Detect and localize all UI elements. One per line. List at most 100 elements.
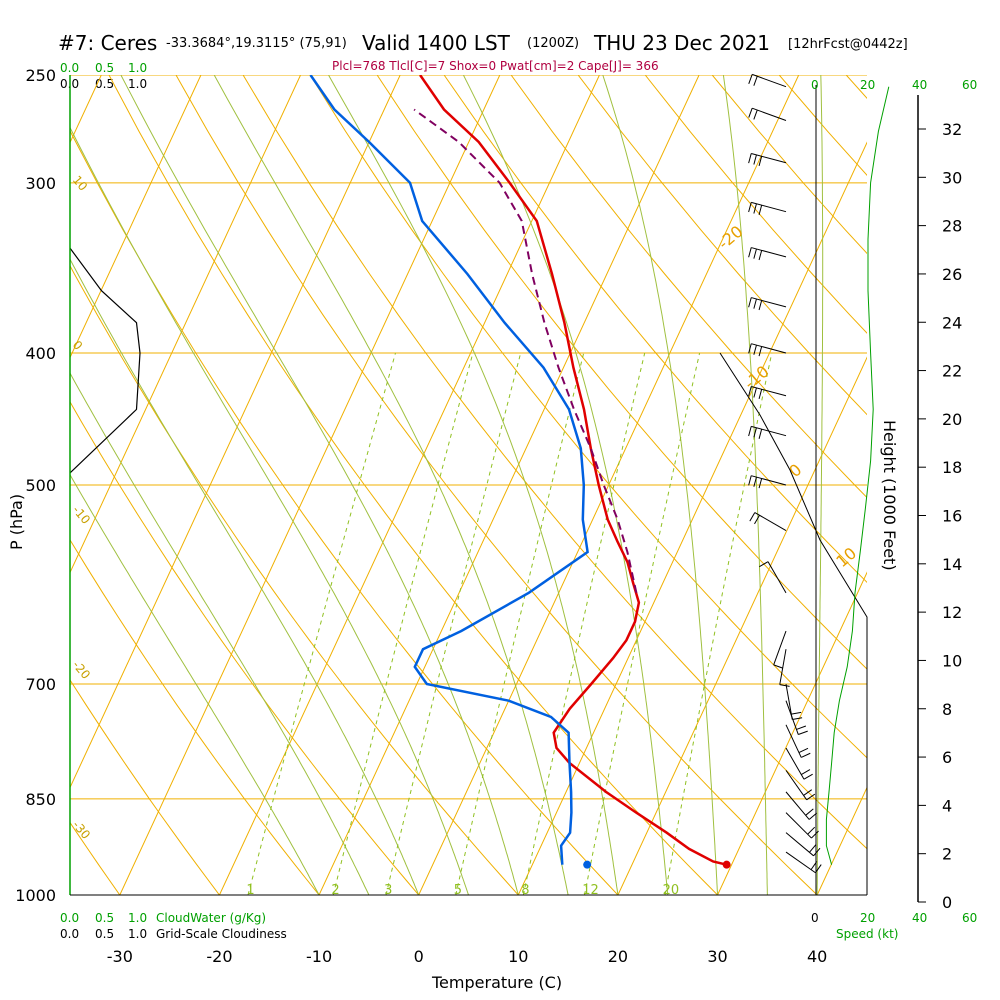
wind-barb-flag (758, 478, 763, 489)
isotherm-line (517, 141, 867, 895)
wind-barb-flag (758, 300, 763, 311)
temperature-tick-label: 10 (508, 947, 528, 966)
station-location: -33.3684°,19.3115° (75,91) (166, 36, 347, 51)
height-tick-label: 18 (942, 458, 962, 477)
wind-barb-staff (751, 475, 787, 486)
speed-tick-top: 60 (962, 78, 977, 92)
wind-barb-flag (813, 847, 821, 857)
isotherm-line (418, 75, 800, 895)
height-tick-label: 30 (942, 168, 962, 187)
temperature-tick-label: 0 (414, 947, 424, 966)
dry-adiabat-line (0, 75, 20, 895)
top-cloudwater-tick: 0.0 (60, 61, 79, 75)
speed-tick-top: 20 (860, 78, 875, 92)
wind-barb-staff (754, 512, 787, 531)
mixing-ratio-line (455, 352, 585, 895)
height-tick-label: 8 (942, 700, 952, 719)
wind-barb-staff (785, 812, 812, 839)
forecast-info: [12hrFcst@0442z] (788, 37, 908, 52)
top-cloudwater-tick: 1.0 (128, 61, 147, 75)
moist-adiabat-line (70, 372, 370, 895)
mixing-ratio-line (664, 352, 773, 895)
pressure-tick-label: 400 (25, 344, 56, 363)
dry-adiabat-line (309, 75, 867, 759)
wind-barb-flag (810, 861, 818, 870)
wind-barb-flag (753, 427, 757, 438)
wind-barb-flag (753, 298, 757, 309)
plot-frame (69, 75, 867, 896)
isotherm-line (70, 75, 202, 359)
bottom-cloudwater-tick: 1.0 (128, 911, 147, 925)
dry-adiabat-line (376, 75, 867, 670)
top-cloudiness-tick: 0.5 (95, 77, 114, 91)
wind-barb-staff (751, 201, 787, 213)
wind-barb-flag (796, 725, 807, 730)
wind-barb-staff (785, 747, 805, 780)
moist-adiabat-line (816, 75, 824, 895)
speed-scale-top: 0 20 40 60 (811, 78, 977, 92)
wind-barb-flag (805, 808, 814, 816)
pressure-tick-label: 700 (25, 675, 56, 694)
mixing-ratio-label: 8 (521, 883, 529, 898)
isotherm-line (0, 75, 2, 895)
wind-barb-staff (785, 791, 810, 820)
wind-barb-staff (785, 832, 814, 857)
wind-barb-flag (748, 247, 752, 258)
bottom-cloudiness-tick: 1.0 (128, 927, 147, 941)
moist-adiabat-line (462, 75, 669, 895)
wind-barb-staff (751, 247, 787, 258)
dry-adiabat-line (175, 75, 818, 895)
top-cloudiness-scale: 0.0 0.5 1.0 (60, 77, 147, 91)
cloud-profile-line (70, 247, 141, 474)
y-axis-label: P (hPa) (7, 494, 26, 550)
wind-barb-flag (801, 769, 811, 775)
bottom-cloudwater-tick: 0.0 (60, 911, 79, 925)
speed-tick-top: 40 (912, 78, 927, 92)
top-cloudiness-tick: 1.0 (128, 77, 147, 91)
wind-barb-staff (752, 73, 787, 88)
wind-barb-flag (758, 389, 763, 400)
speed-tick-top: 0 (811, 78, 819, 92)
wind-barb-flag (758, 346, 763, 357)
height-tick-label: 10 (942, 651, 962, 670)
wind-barb-flag (758, 250, 763, 261)
wind-barb-staff (751, 297, 787, 308)
temperature-line (419, 75, 727, 866)
isotherm-label: -10 (70, 503, 93, 527)
pressure-tick-label: 500 (25, 476, 56, 495)
temperature-tick-label: 20 (608, 947, 628, 966)
wind-barb-staff (751, 343, 787, 354)
mixing-ratio-line (385, 352, 522, 895)
mixing-ratio-label: 20 (663, 883, 680, 898)
speed-scale: 0 20 40 60 Speed (kt) (811, 911, 977, 941)
wind-barb-flag (806, 793, 816, 801)
bottom-cloudiness-scale: 0.0 0.5 1.0 Grid-Scale Cloudiness (60, 927, 287, 941)
wind-speed-line (825, 86, 890, 865)
wind-barb-staff (779, 649, 787, 685)
wind-barb-flag (748, 297, 752, 308)
mixing-ratio-label: 5 (454, 883, 462, 898)
speed-tick: 0 (811, 911, 819, 925)
surface-temperature-dot (722, 860, 731, 869)
pressure-tick-label: 250 (25, 66, 56, 85)
wind-barb-staff (751, 425, 787, 437)
wind-barb-flag (749, 512, 756, 522)
height-tick-label: 16 (942, 507, 962, 526)
wind-barb-flag (753, 344, 757, 355)
dry-adiabat-line (70, 129, 619, 895)
dry-adiabat-line (845, 75, 867, 100)
wind-barb-staff (751, 152, 787, 164)
surface-dewpoint-dot (583, 860, 592, 869)
mixing-ratio-label: 2 (331, 883, 339, 898)
wind-barb-flag (748, 426, 752, 437)
wind-barb-flag (748, 343, 752, 354)
height-tick-label: 20 (942, 410, 962, 429)
bottom-cloudiness-tick: 0.0 (60, 927, 79, 941)
isotherm-line (70, 75, 401, 789)
wind-barb-flag (748, 108, 753, 118)
dry-adiabat-line (70, 538, 320, 895)
wind-barb-flag (753, 203, 757, 214)
dry-adiabat-line (242, 75, 867, 850)
height-tick-label: 6 (942, 748, 952, 767)
